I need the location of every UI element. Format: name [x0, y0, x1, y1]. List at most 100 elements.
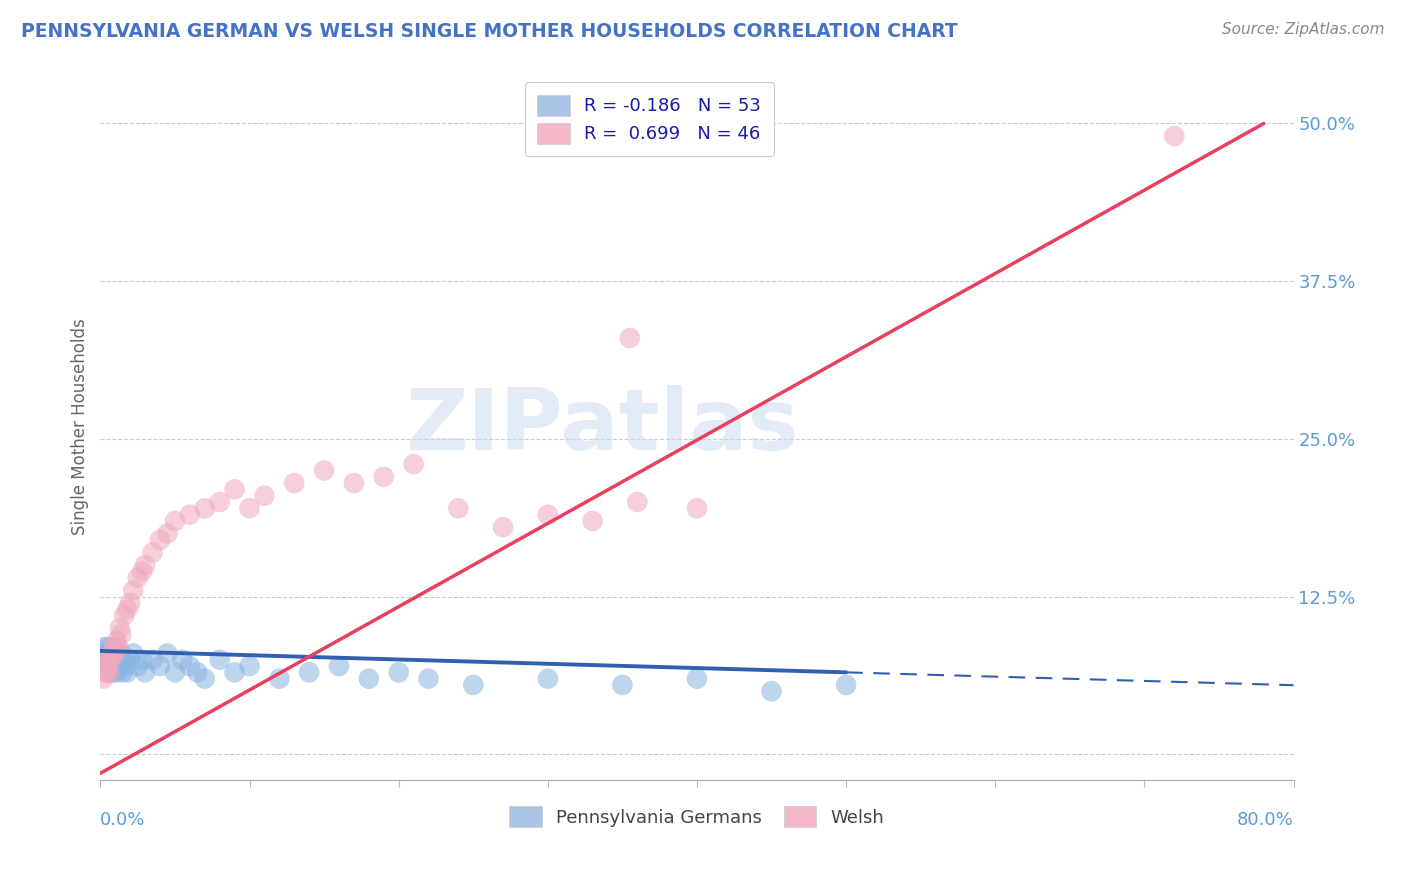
Point — [98, 647, 121, 661]
Point — [107, 653, 129, 667]
Point — [97, 640, 120, 654]
Point — [612, 678, 634, 692]
Point — [115, 665, 138, 680]
Point — [110, 627, 132, 641]
Point — [94, 665, 117, 680]
Point — [98, 665, 121, 680]
Point — [537, 508, 560, 522]
Text: 80.0%: 80.0% — [1237, 811, 1294, 830]
Point — [96, 659, 118, 673]
Point — [163, 665, 186, 680]
Point — [156, 526, 179, 541]
Point — [686, 501, 709, 516]
Point — [537, 672, 560, 686]
Point — [105, 665, 128, 680]
Point — [463, 678, 485, 692]
Point — [101, 665, 124, 680]
Point — [194, 501, 217, 516]
Point — [108, 659, 131, 673]
Point — [103, 640, 125, 654]
Point — [104, 659, 127, 673]
Text: ZIPatlas: ZIPatlas — [405, 384, 799, 467]
Point — [238, 501, 260, 516]
Point — [97, 653, 120, 667]
Point — [96, 659, 118, 673]
Point — [97, 659, 120, 673]
Point — [103, 640, 125, 654]
Text: PENNSYLVANIA GERMAN VS WELSH SINGLE MOTHER HOUSEHOLDS CORRELATION CHART: PENNSYLVANIA GERMAN VS WELSH SINGLE MOTH… — [21, 22, 957, 41]
Point — [111, 665, 134, 680]
Point — [134, 558, 156, 573]
Point — [373, 469, 395, 483]
Point — [1163, 129, 1185, 144]
Point — [100, 653, 122, 667]
Point — [418, 672, 440, 686]
Point — [91, 647, 114, 661]
Point — [224, 665, 246, 680]
Point — [94, 653, 117, 667]
Point — [91, 672, 114, 686]
Point — [686, 672, 709, 686]
Point — [127, 571, 149, 585]
Point — [149, 533, 172, 547]
Point — [107, 640, 129, 654]
Point — [172, 653, 194, 667]
Point — [179, 659, 201, 673]
Legend: Pennsylvania Germans, Welsh: Pennsylvania Germans, Welsh — [502, 799, 891, 834]
Point — [104, 647, 127, 661]
Point — [402, 457, 425, 471]
Point — [100, 659, 122, 673]
Point — [835, 678, 858, 692]
Point — [179, 508, 201, 522]
Point — [328, 659, 350, 673]
Point — [120, 653, 142, 667]
Point — [104, 647, 127, 661]
Y-axis label: Single Mother Households: Single Mother Households — [72, 318, 89, 534]
Point — [100, 653, 122, 667]
Point — [96, 665, 118, 680]
Point — [94, 640, 117, 654]
Point — [343, 476, 366, 491]
Point — [114, 659, 136, 673]
Point — [112, 653, 135, 667]
Point — [163, 514, 186, 528]
Point — [142, 653, 165, 667]
Point — [626, 495, 648, 509]
Point — [134, 665, 156, 680]
Point — [127, 659, 149, 673]
Point — [149, 659, 172, 673]
Point — [269, 672, 291, 686]
Point — [110, 647, 132, 661]
Point — [122, 583, 145, 598]
Point — [208, 495, 231, 509]
Point — [314, 463, 336, 477]
Point — [238, 659, 260, 673]
Point — [103, 653, 125, 667]
Point — [98, 665, 121, 680]
Point — [208, 653, 231, 667]
Point — [447, 501, 470, 516]
Point — [224, 483, 246, 497]
Point — [101, 647, 124, 661]
Point — [120, 596, 142, 610]
Point — [388, 665, 411, 680]
Point — [112, 608, 135, 623]
Point — [156, 647, 179, 661]
Point — [581, 514, 603, 528]
Point — [253, 489, 276, 503]
Point — [357, 672, 380, 686]
Point — [619, 331, 641, 345]
Point — [115, 602, 138, 616]
Point — [101, 647, 124, 661]
Point — [142, 545, 165, 559]
Text: Source: ZipAtlas.com: Source: ZipAtlas.com — [1222, 22, 1385, 37]
Point — [492, 520, 515, 534]
Point — [96, 647, 118, 661]
Point — [122, 647, 145, 661]
Text: 0.0%: 0.0% — [100, 811, 146, 830]
Point — [298, 665, 321, 680]
Point — [283, 476, 305, 491]
Point — [97, 653, 120, 667]
Point — [105, 633, 128, 648]
Point — [186, 665, 208, 680]
